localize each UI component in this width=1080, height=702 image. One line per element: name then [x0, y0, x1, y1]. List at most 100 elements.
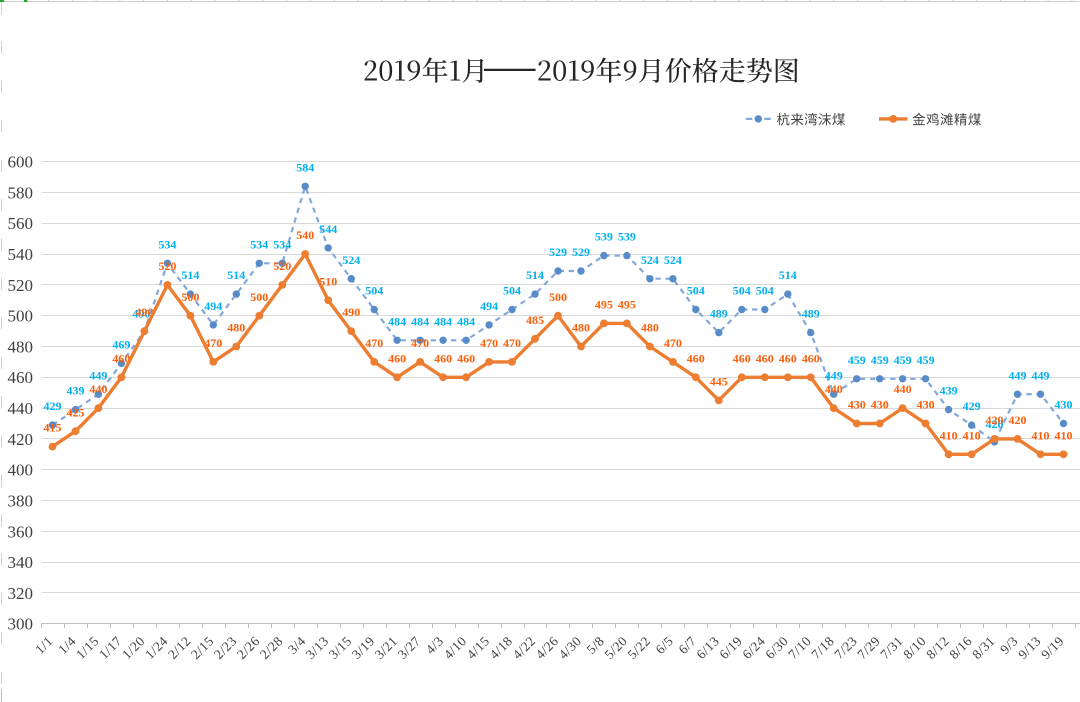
svg-text:440: 440	[89, 382, 107, 396]
svg-text:494: 494	[480, 299, 498, 313]
svg-text:484: 484	[411, 314, 429, 328]
svg-text:459: 459	[894, 353, 912, 367]
svg-text:529: 529	[572, 245, 590, 259]
svg-text:469: 469	[112, 338, 130, 352]
svg-text:460: 460	[687, 351, 705, 365]
svg-text:484: 484	[457, 314, 475, 328]
svg-text:534: 534	[273, 237, 291, 251]
svg-text:540: 540	[8, 245, 34, 264]
svg-text:440: 440	[825, 382, 843, 396]
svg-text:514: 514	[779, 268, 797, 282]
svg-text:460: 460	[756, 351, 774, 365]
svg-text:514: 514	[526, 268, 544, 282]
svg-text:460: 460	[457, 351, 475, 365]
svg-text:540: 540	[296, 228, 314, 242]
svg-text:580: 580	[8, 183, 34, 202]
svg-text:534: 534	[158, 237, 176, 251]
svg-text:430: 430	[848, 398, 866, 412]
svg-text:500: 500	[250, 290, 268, 304]
svg-text:514: 514	[181, 268, 199, 282]
svg-text:524: 524	[664, 253, 682, 267]
svg-text:420: 420	[8, 430, 34, 449]
svg-text:460: 460	[733, 351, 751, 365]
svg-text:524: 524	[342, 253, 360, 267]
svg-text:500: 500	[8, 307, 34, 326]
svg-text:380: 380	[8, 491, 34, 510]
svg-text:494: 494	[204, 299, 222, 313]
svg-text:539: 539	[595, 230, 613, 244]
svg-text:495: 495	[618, 298, 636, 312]
svg-text:470: 470	[503, 336, 521, 350]
svg-text:429: 429	[44, 399, 62, 413]
svg-text:340: 340	[8, 553, 34, 572]
svg-text:489: 489	[802, 307, 820, 321]
svg-text:460: 460	[434, 351, 452, 365]
svg-text:500: 500	[181, 290, 199, 304]
svg-text:425: 425	[67, 405, 85, 419]
svg-text:490: 490	[135, 305, 153, 319]
svg-text:480: 480	[227, 321, 245, 335]
svg-text:459: 459	[848, 353, 866, 367]
svg-text:470: 470	[411, 336, 429, 350]
svg-text:440: 440	[894, 382, 912, 396]
svg-text:510: 510	[319, 274, 337, 288]
svg-text:560: 560	[8, 214, 34, 233]
svg-text:484: 484	[388, 314, 406, 328]
svg-text:410: 410	[940, 428, 958, 442]
svg-text:439: 439	[940, 384, 958, 398]
svg-text:449: 449	[1009, 368, 1027, 382]
svg-text:460: 460	[388, 351, 406, 365]
svg-text:470: 470	[365, 336, 383, 350]
svg-text:460: 460	[779, 351, 797, 365]
svg-text:320: 320	[8, 584, 34, 603]
svg-text:490: 490	[132, 307, 150, 321]
svg-text:459: 459	[917, 353, 935, 367]
svg-text:445: 445	[710, 375, 728, 389]
svg-text:449: 449	[89, 368, 107, 382]
svg-text:430: 430	[871, 398, 889, 412]
svg-text:460: 460	[8, 368, 34, 387]
svg-text:410: 410	[1055, 428, 1073, 442]
svg-text:430: 430	[1055, 398, 1073, 412]
svg-text:459: 459	[871, 353, 889, 367]
svg-text:500: 500	[549, 290, 567, 304]
svg-text:534: 534	[250, 237, 268, 251]
svg-text:489: 489	[710, 307, 728, 321]
svg-text:520: 520	[273, 259, 291, 273]
svg-text:410: 410	[1032, 428, 1050, 442]
svg-text:480: 480	[641, 321, 659, 335]
svg-text:420: 420	[986, 413, 1004, 427]
svg-text:539: 539	[618, 230, 636, 244]
svg-text:480: 480	[8, 337, 34, 356]
svg-text:300: 300	[8, 615, 34, 634]
svg-text:460: 460	[112, 351, 130, 365]
svg-text:449: 449	[825, 368, 843, 382]
svg-text:470: 470	[664, 336, 682, 350]
svg-text:490: 490	[342, 305, 360, 319]
svg-text:600: 600	[8, 153, 34, 172]
svg-text:480: 480	[572, 321, 590, 335]
svg-text:484: 484	[434, 314, 452, 328]
svg-text:410: 410	[963, 428, 981, 442]
svg-text:520: 520	[158, 259, 176, 273]
svg-text:524: 524	[641, 253, 659, 267]
svg-text:504: 504	[756, 284, 774, 298]
svg-text:514: 514	[227, 268, 245, 282]
svg-text:520: 520	[8, 276, 34, 295]
svg-text:440: 440	[8, 399, 34, 418]
svg-text:470: 470	[204, 336, 222, 350]
svg-text:420: 420	[986, 417, 1004, 431]
svg-text:420: 420	[1009, 413, 1027, 427]
svg-text:504: 504	[733, 284, 751, 298]
svg-text:460: 460	[802, 351, 820, 365]
svg-text:544: 544	[319, 222, 337, 236]
svg-text:504: 504	[503, 284, 521, 298]
svg-text:400: 400	[8, 461, 34, 480]
svg-text:495: 495	[595, 298, 613, 312]
svg-text:485: 485	[526, 313, 544, 327]
svg-text:360: 360	[8, 522, 34, 541]
svg-text:470: 470	[480, 336, 498, 350]
svg-text:449: 449	[1032, 368, 1050, 382]
svg-text:584: 584	[296, 160, 314, 174]
svg-text:529: 529	[549, 245, 567, 259]
